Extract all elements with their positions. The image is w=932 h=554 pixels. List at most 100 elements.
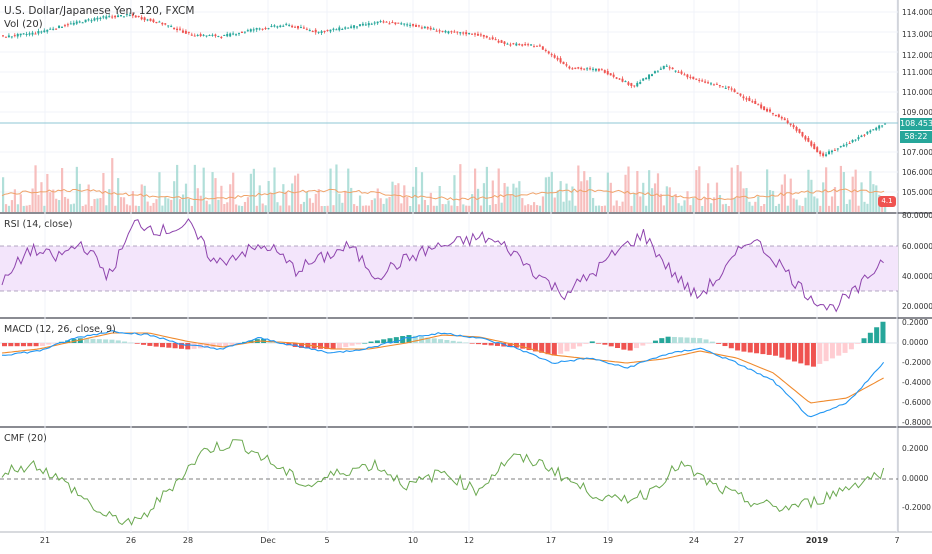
volume-bar — [279, 205, 282, 212]
volume-bar — [240, 205, 244, 212]
candle-body — [668, 67, 671, 69]
volume-bar — [648, 170, 651, 212]
candle-body — [140, 17, 143, 20]
macd-histogram-bar — [400, 336, 406, 343]
volume-bar — [229, 184, 232, 212]
candle-body — [84, 19, 87, 23]
volume-bar — [509, 194, 512, 212]
macd-histogram-bar — [425, 337, 431, 343]
candle-body — [571, 68, 574, 70]
volume-bar — [441, 204, 444, 212]
macd-histogram-bar — [848, 343, 854, 350]
candle-body — [524, 44, 527, 46]
volume-bar — [361, 205, 365, 212]
volume-bar — [167, 198, 170, 212]
volume-bar — [819, 205, 822, 212]
candle-body — [117, 15, 120, 18]
candle-body — [240, 32, 243, 34]
volume-bar — [120, 197, 123, 212]
candle-body — [512, 43, 515, 45]
volume-bar — [63, 197, 67, 212]
cmf-line — [1, 439, 885, 526]
macd-histogram-bar — [178, 343, 184, 349]
candle-body — [205, 35, 208, 37]
macd-histogram-bar — [90, 338, 96, 343]
candle-body — [739, 93, 742, 96]
volume-bar — [863, 201, 866, 212]
candle-body — [96, 17, 99, 20]
candle-body — [426, 27, 429, 29]
volume-bar — [656, 173, 660, 212]
volume-bar — [34, 165, 37, 212]
candle-body — [19, 33, 22, 36]
candle-body — [403, 23, 406, 25]
volume-bar — [544, 177, 547, 212]
volume-bar — [538, 205, 542, 212]
macd-histogram-bar — [185, 343, 191, 350]
macd-histogram-bar — [646, 343, 652, 344]
volume-bar — [161, 205, 164, 212]
macd-histogram-bar — [330, 343, 336, 350]
candle-body — [881, 125, 884, 127]
volume-bar — [515, 187, 518, 212]
candle-body — [350, 26, 353, 28]
candle-body — [568, 66, 571, 69]
candle-body — [13, 35, 16, 37]
volume-bar — [214, 178, 217, 212]
macd-histogram-bar — [141, 343, 147, 345]
candle-body — [179, 28, 181, 30]
macd-histogram-bar — [8, 343, 14, 347]
volume-bar — [122, 197, 126, 212]
macd-histogram-bar — [690, 337, 696, 343]
candle-body — [108, 16, 111, 18]
candle-body — [131, 14, 134, 16]
macd-histogram-bar — [381, 339, 387, 343]
volume-bar — [196, 188, 199, 212]
price-tick: 105.000 — [902, 188, 932, 197]
macd-histogram-bar — [488, 343, 494, 346]
volume-bar — [704, 198, 707, 212]
volume-bar — [31, 188, 34, 212]
candle-body — [594, 69, 597, 71]
macd-histogram-bar — [779, 343, 785, 358]
candle-body — [420, 27, 423, 29]
volume-bar — [267, 180, 270, 212]
macd-histogram-bar — [545, 343, 551, 355]
volume-bar — [506, 186, 509, 212]
macd-histogram-bar — [305, 343, 311, 349]
candle-body — [556, 57, 559, 60]
macd-histogram-bar — [627, 343, 633, 351]
volume-bar — [270, 193, 273, 212]
candle-body — [550, 54, 553, 56]
volume-bar — [754, 201, 757, 212]
volume-bar — [125, 204, 129, 212]
candle-body — [854, 139, 857, 141]
candle-body — [727, 86, 730, 88]
candle-body — [128, 14, 131, 16]
candle-body — [394, 22, 397, 25]
volume-bar — [338, 193, 341, 212]
candle-body — [724, 87, 727, 89]
candle-body — [93, 18, 96, 21]
candle-body — [671, 67, 674, 70]
volume-bar — [769, 190, 772, 212]
candle-body — [603, 70, 606, 73]
candle-body — [745, 98, 748, 100]
volume-bar — [217, 199, 220, 212]
volume-bar — [624, 174, 627, 212]
volume-bar — [117, 178, 120, 212]
volume-bar — [533, 202, 536, 212]
candle-body — [235, 34, 238, 36]
candle-body — [462, 32, 465, 34]
macd-histogram-bar — [596, 343, 602, 344]
volume-bar — [22, 205, 25, 212]
candle-body — [822, 153, 825, 156]
volume-bar — [459, 164, 462, 212]
candle-body — [69, 23, 72, 25]
candle-body — [105, 16, 108, 19]
macd-histogram-bar — [115, 340, 121, 343]
volume-bar — [745, 188, 748, 212]
countdown-tag: 58:22 — [900, 131, 932, 143]
candle-body — [423, 26, 426, 29]
